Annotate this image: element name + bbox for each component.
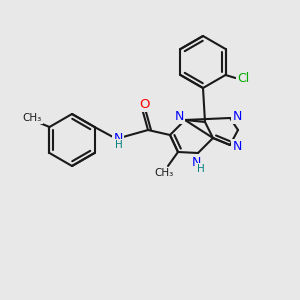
Text: Cl: Cl	[237, 71, 250, 85]
Text: N: N	[232, 110, 242, 122]
Text: N: N	[174, 110, 184, 122]
Text: O: O	[140, 98, 150, 110]
Text: N: N	[113, 131, 123, 145]
Text: CH₃: CH₃	[23, 113, 42, 123]
Text: CH₃: CH₃	[154, 168, 174, 178]
Text: H: H	[115, 140, 123, 150]
Text: H: H	[197, 164, 205, 174]
Text: N: N	[232, 140, 242, 154]
Text: N: N	[191, 155, 201, 169]
